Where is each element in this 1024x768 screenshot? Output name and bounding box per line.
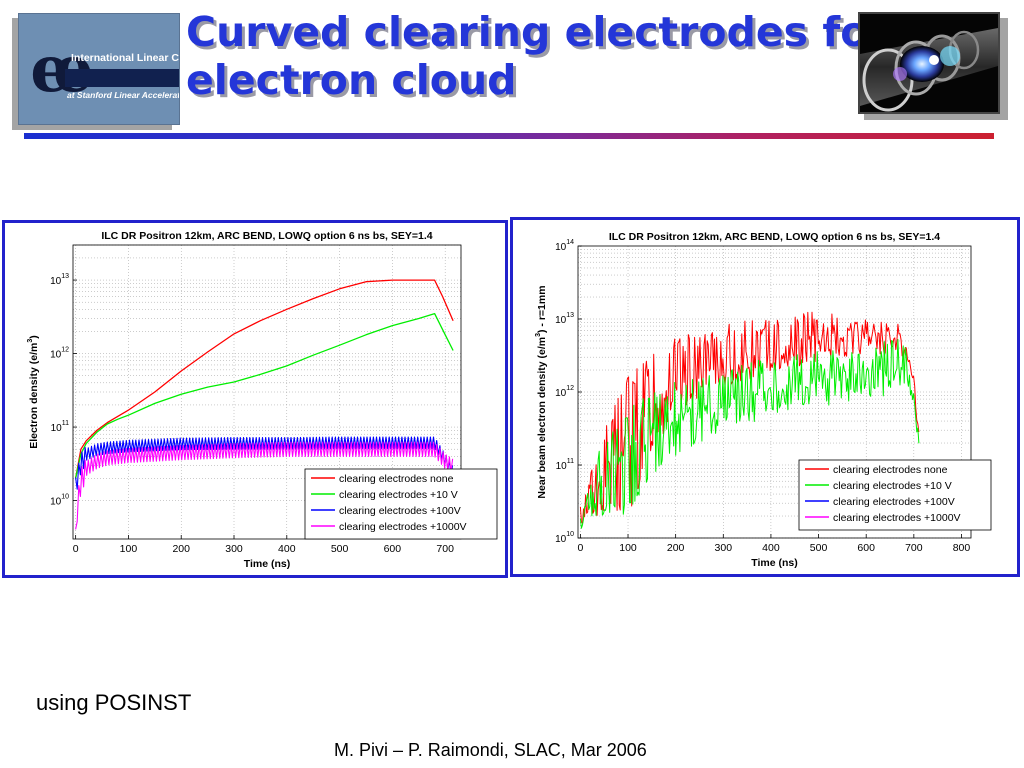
series-line-1: [74, 279, 454, 479]
legend-label: clearing electrodes none: [339, 473, 454, 485]
slide-title: Curved clearing electrodes for electron …: [186, 8, 866, 104]
x-tick-label: 600: [384, 543, 402, 555]
x-tick-label: 200: [172, 543, 190, 555]
x-tick-label: 500: [810, 542, 828, 554]
y-tick-label: 1013: [555, 312, 574, 326]
x-tick-label: 400: [278, 543, 296, 555]
y-tick-label: 1010: [555, 531, 574, 545]
y-tick-label: 1013: [50, 273, 69, 287]
legend-label: clearing electrodes +10 V: [339, 489, 458, 501]
chart-title: ILC DR Positron 12km, ARC BEND, LOWQ opt…: [101, 230, 432, 242]
legend-box: [798, 459, 992, 531]
series-group: [74, 279, 454, 530]
legend-label: clearing electrodes +1000V: [339, 521, 467, 533]
electron-density-chart: 0 100 200 300 400 500 600 700 1010 1011 1012 1013 IL…: [27, 230, 498, 570]
legend-label: clearing electrodes +100V: [339, 505, 461, 517]
x-tick-label: 700: [905, 542, 923, 554]
legend-label: clearing electrodes +1000V: [833, 512, 961, 524]
series-line-2: [74, 312, 454, 479]
series-line-3: [75, 436, 454, 490]
x-tick-label: 0: [73, 543, 79, 555]
legend-box: [304, 468, 498, 540]
legend-label: clearing electrodes none: [833, 464, 948, 476]
x-tick-label: 200: [667, 542, 685, 554]
y-tick-label: 1012: [50, 347, 69, 361]
slide-title-line1: Curved clearing electrodes for: [186, 8, 866, 56]
x-tick-label: 300: [715, 542, 733, 554]
y-tick-label: 1011: [556, 458, 574, 472]
x-axis-label: Time (ns): [751, 557, 797, 569]
x-tick-label: 100: [619, 542, 637, 554]
series-group: [579, 311, 920, 529]
y-tick-label: 1012: [555, 385, 574, 399]
logo-text-line1: International Linear Collider: [71, 52, 179, 64]
y-tick-label: 1014: [555, 239, 574, 253]
y-axis-label: Near beam electron density (e/m3) - r=1m…: [535, 285, 548, 498]
grid: [73, 244, 461, 539]
chart-panel-left: 0 100 200 300 400 500 600 700 1010 1011 1012 1013 IL…: [2, 220, 508, 578]
x-tick-label: 500: [331, 543, 349, 555]
slide-title-line2: electron cloud: [186, 56, 517, 104]
x-tick-label: 600: [857, 542, 875, 554]
logo-bar: [65, 69, 179, 87]
footer-credit: M. Pivi – P. Raimondi, SLAC, Mar 2006: [334, 740, 647, 760]
x-tick-label: 100: [120, 543, 138, 555]
method-note: using POSINST: [36, 690, 192, 715]
y-axis-label: Electron density (e/m3): [27, 335, 40, 449]
legend-label: clearing electrodes +100V: [833, 496, 955, 508]
accelerator-cavity-icon: [860, 14, 998, 112]
series-line-1: [579, 311, 920, 524]
x-tick-label: 300: [225, 543, 243, 555]
y-tick-label: 1011: [51, 420, 69, 434]
near-beam-density-chart: 0 100 200 300 400 500 600 700 800 1010 1011 1012 101…: [535, 231, 992, 569]
x-tick-label: 800: [953, 542, 971, 554]
x-axis-label: Time (ns): [244, 558, 290, 570]
title-divider: [24, 133, 994, 139]
chart-panel-right: 0 100 200 300 400 500 600 700 800 1010 1011 1012 101…: [510, 217, 1020, 577]
y-tick-label: 1010: [50, 494, 69, 508]
x-tick-label: 700: [436, 543, 454, 555]
chart-title: ILC DR Positron 12km, ARC BEND, LOWQ opt…: [609, 231, 940, 243]
x-tick-label: 400: [762, 542, 780, 554]
series-line-4: [75, 441, 454, 530]
legend: clearing electrodes none clearing electro…: [798, 459, 992, 531]
accelerator-cavity-photo: [858, 12, 1000, 114]
legend: clearing electrodes none clearing electro…: [304, 468, 498, 540]
x-tick-label: 0: [577, 542, 583, 554]
series-line-2: [579, 339, 920, 529]
ilc-logo: ee International Linear Collider at Stan…: [18, 13, 180, 125]
logo-text-line2: at Stanford Linear Accelerator Center: [67, 90, 180, 100]
axes-frame: [72, 244, 462, 540]
legend-label: clearing electrodes +10 V: [833, 480, 952, 492]
